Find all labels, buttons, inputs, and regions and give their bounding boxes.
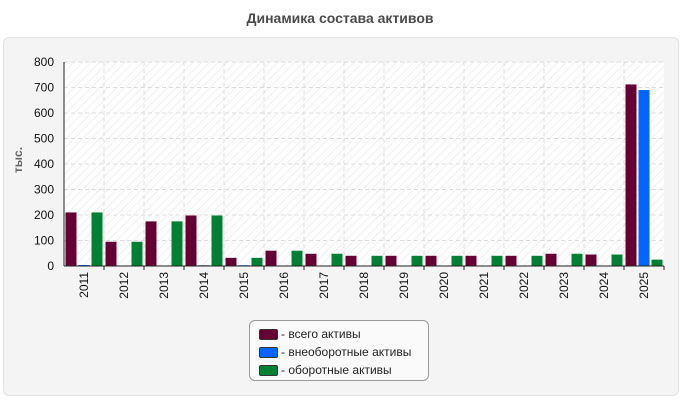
bar bbox=[371, 255, 383, 266]
bar bbox=[265, 250, 277, 266]
y-tick-label: 200 bbox=[34, 208, 54, 222]
y-tick-label: 300 bbox=[34, 183, 54, 197]
legend-swatch bbox=[259, 364, 278, 376]
bar bbox=[145, 221, 157, 266]
y-tick-label: 800 bbox=[34, 55, 54, 69]
legend-label: - всего активы bbox=[281, 327, 361, 341]
bar bbox=[571, 253, 583, 266]
legend-swatch bbox=[259, 328, 278, 340]
gridlines bbox=[64, 61, 664, 266]
bar bbox=[585, 254, 597, 266]
bar bbox=[545, 253, 557, 266]
bar bbox=[385, 255, 397, 266]
y-axis-label: тыс. bbox=[11, 147, 25, 173]
legend: - всего активы - внеоборотные активы - о… bbox=[249, 320, 429, 381]
y-tick-label: 400 bbox=[34, 157, 54, 171]
bar bbox=[505, 255, 517, 266]
y-tick-label: 600 bbox=[34, 106, 54, 120]
legend-item-total: - всего активы bbox=[259, 325, 428, 343]
axes: 0 100 200 300 400 500 600 700 800 2011 2012 2013 201… bbox=[34, 55, 665, 299]
bar bbox=[251, 257, 263, 266]
x-tick-label: 2014 bbox=[197, 272, 211, 299]
x-tick-label: 2018 bbox=[357, 272, 371, 299]
x-tick-label: 2023 bbox=[557, 272, 571, 299]
bar bbox=[305, 253, 317, 266]
x-tick-label: 2019 bbox=[397, 272, 411, 299]
bar bbox=[78, 264, 90, 266]
bar bbox=[211, 215, 223, 266]
bar bbox=[638, 90, 650, 266]
bar bbox=[291, 250, 303, 266]
bar bbox=[465, 255, 477, 266]
legend-label: - внеоборотные активы bbox=[281, 345, 412, 359]
bars bbox=[65, 84, 663, 267]
legend-swatch bbox=[259, 346, 278, 358]
x-tick-label: 2025 bbox=[637, 272, 651, 299]
bar bbox=[531, 255, 543, 266]
legend-item-current: - оборотные активы bbox=[259, 361, 428, 379]
x-tick-label: 2015 bbox=[237, 272, 251, 299]
x-tick-label: 2017 bbox=[317, 272, 331, 299]
bar bbox=[625, 84, 637, 266]
bar bbox=[411, 255, 423, 266]
x-tick-label: 2013 bbox=[157, 272, 171, 299]
bar bbox=[131, 241, 143, 266]
bar bbox=[425, 255, 437, 266]
bar bbox=[611, 254, 623, 266]
x-tick-label: 2016 bbox=[277, 272, 291, 299]
x-tick-label: 2022 bbox=[517, 272, 531, 299]
y-tick-label: 0 bbox=[47, 259, 54, 273]
bar bbox=[171, 221, 183, 266]
bar bbox=[91, 212, 103, 266]
bar bbox=[345, 255, 357, 266]
x-tick-label: 2011 bbox=[77, 272, 91, 298]
bar bbox=[65, 212, 77, 266]
bar bbox=[331, 253, 343, 266]
bar bbox=[225, 257, 237, 266]
legend-item-noncurrent: - внеоборотные активы bbox=[259, 343, 428, 361]
bar bbox=[105, 241, 117, 266]
bar bbox=[451, 255, 463, 266]
x-tick-label: 2012 bbox=[117, 272, 131, 299]
chart-title: Динамика состава активов bbox=[246, 10, 434, 26]
bar bbox=[651, 259, 663, 266]
x-tick-label: 2024 bbox=[597, 272, 611, 299]
y-tick-label: 700 bbox=[34, 81, 54, 95]
x-tick-label: 2021 bbox=[477, 272, 491, 299]
bar bbox=[491, 255, 503, 266]
bar bbox=[185, 215, 197, 266]
y-tick-label: 100 bbox=[34, 234, 54, 248]
legend-label: - оборотные активы bbox=[281, 363, 392, 377]
y-tick-label: 500 bbox=[34, 132, 54, 146]
x-tick-label: 2020 bbox=[437, 272, 451, 299]
